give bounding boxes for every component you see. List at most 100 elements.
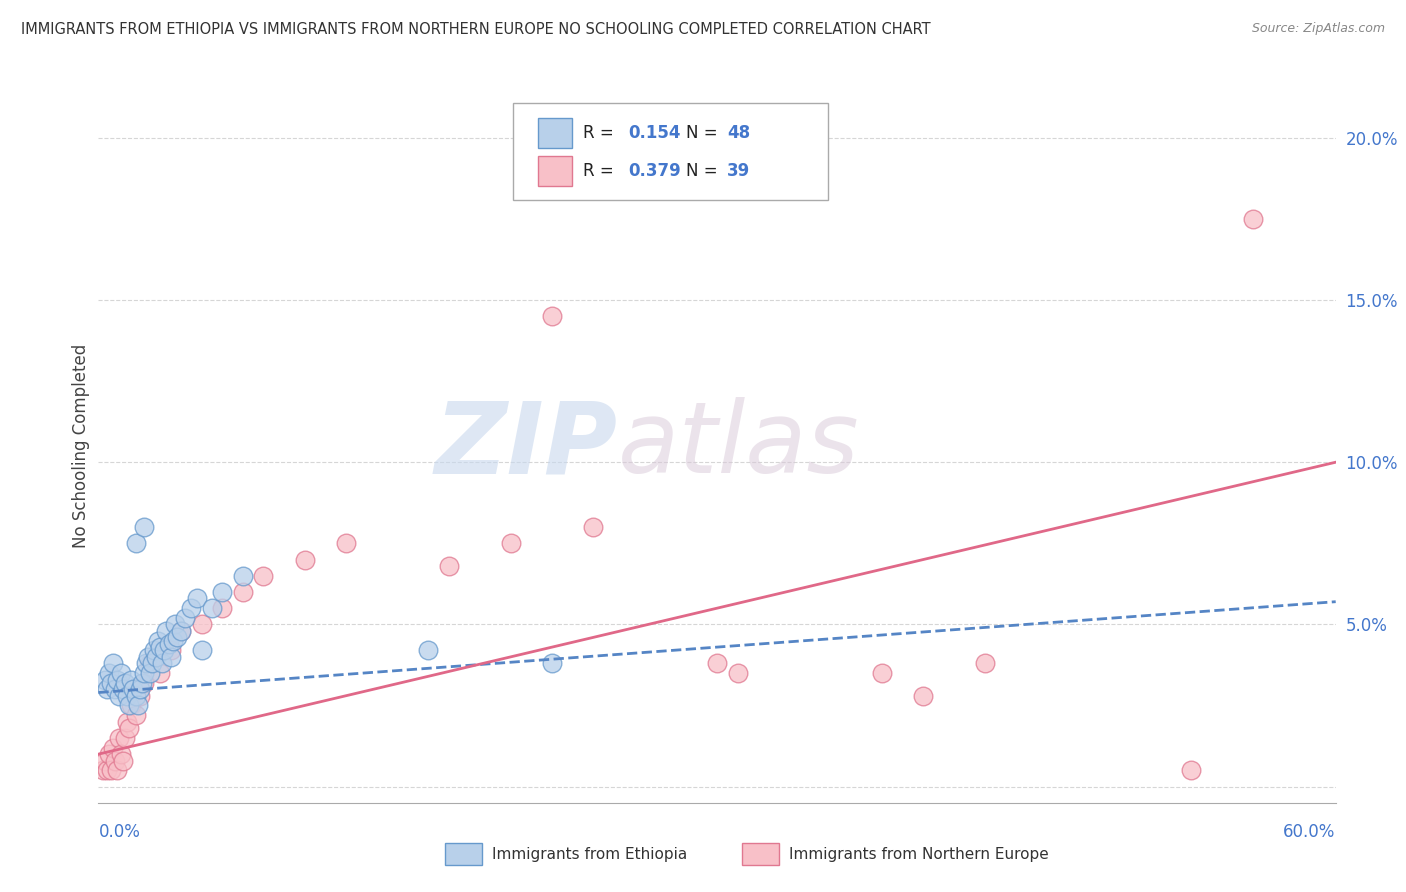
Point: [143, 643, 166, 657]
Point: [100, 675, 122, 690]
Text: R =: R =: [583, 125, 620, 143]
Point: [136, 649, 159, 664]
Point: [157, 637, 180, 651]
Point: [118, 698, 141, 713]
Point: [145, 649, 167, 664]
Point: [135, 657, 157, 671]
Point: [118, 721, 141, 735]
Point: [131, 675, 153, 690]
Point: [211, 601, 233, 615]
Point: [112, 754, 135, 768]
Point: [132, 520, 155, 534]
Point: [100, 764, 122, 778]
Point: [1241, 211, 1264, 226]
Point: [120, 673, 142, 687]
Point: [117, 689, 139, 703]
Point: [93, 754, 115, 768]
Bar: [537, 119, 572, 148]
Point: [232, 568, 254, 582]
Point: [149, 640, 172, 654]
Point: [114, 731, 136, 745]
Bar: [444, 844, 482, 865]
Point: [499, 536, 522, 550]
Point: [232, 585, 254, 599]
Text: R =: R =: [583, 161, 620, 179]
Point: [541, 657, 564, 671]
Point: [108, 731, 131, 745]
Point: [335, 536, 357, 550]
Point: [91, 764, 114, 778]
Point: [174, 611, 197, 625]
Point: [101, 740, 124, 755]
Point: [110, 666, 132, 681]
Bar: [742, 844, 779, 865]
Point: [141, 657, 163, 671]
Point: [294, 552, 316, 566]
FancyBboxPatch shape: [513, 103, 828, 200]
Text: 0.0%: 0.0%: [98, 822, 141, 841]
Point: [124, 708, 146, 723]
Point: [97, 666, 120, 681]
Point: [132, 666, 155, 681]
Point: [201, 601, 224, 615]
Text: Immigrants from Northern Europe: Immigrants from Northern Europe: [789, 847, 1049, 862]
Point: [139, 657, 162, 671]
Point: [252, 568, 274, 582]
Text: N =: N =: [686, 161, 723, 179]
Point: [912, 689, 935, 703]
Text: N =: N =: [686, 125, 723, 143]
Text: Immigrants from Ethiopia: Immigrants from Ethiopia: [492, 847, 688, 862]
Point: [132, 675, 155, 690]
Point: [148, 633, 170, 648]
Point: [124, 689, 146, 703]
Point: [170, 624, 193, 638]
Y-axis label: No Schooling Completed: No Schooling Completed: [72, 344, 90, 548]
Point: [163, 617, 186, 632]
Point: [97, 747, 120, 761]
Point: [162, 633, 184, 648]
Point: [211, 585, 233, 599]
Point: [166, 631, 188, 645]
Point: [101, 657, 124, 671]
Point: [105, 764, 128, 778]
Point: [150, 657, 173, 671]
Point: [128, 689, 150, 703]
Point: [122, 682, 145, 697]
Point: [104, 682, 127, 697]
Point: [93, 673, 115, 687]
Point: [974, 657, 997, 671]
Point: [96, 682, 118, 697]
Point: [541, 310, 564, 324]
Text: IMMIGRANTS FROM ETHIOPIA VS IMMIGRANTS FROM NORTHERN EUROPE NO SCHOOLING COMPLET: IMMIGRANTS FROM ETHIOPIA VS IMMIGRANTS F…: [21, 22, 931, 37]
Point: [104, 754, 127, 768]
Point: [117, 714, 139, 729]
Text: 48: 48: [727, 125, 749, 143]
Text: Source: ZipAtlas.com: Source: ZipAtlas.com: [1251, 22, 1385, 36]
Text: atlas: atlas: [619, 398, 859, 494]
Point: [149, 666, 172, 681]
Point: [139, 666, 162, 681]
Point: [112, 682, 135, 697]
Text: 0.379: 0.379: [628, 161, 681, 179]
Point: [727, 666, 749, 681]
Point: [124, 536, 146, 550]
Point: [96, 764, 118, 778]
Point: [1180, 764, 1202, 778]
Point: [418, 643, 440, 657]
Point: [437, 559, 460, 574]
Point: [159, 649, 181, 664]
Point: [190, 643, 212, 657]
Point: [128, 682, 150, 697]
Point: [582, 520, 605, 534]
Text: 60.0%: 60.0%: [1284, 822, 1336, 841]
Point: [120, 698, 142, 713]
Point: [180, 601, 202, 615]
Point: [190, 617, 212, 632]
Point: [153, 643, 176, 657]
Text: 0.154: 0.154: [628, 125, 681, 143]
Point: [127, 698, 149, 713]
Bar: [537, 155, 572, 186]
Point: [186, 591, 208, 606]
Point: [105, 673, 128, 687]
Point: [706, 657, 728, 671]
